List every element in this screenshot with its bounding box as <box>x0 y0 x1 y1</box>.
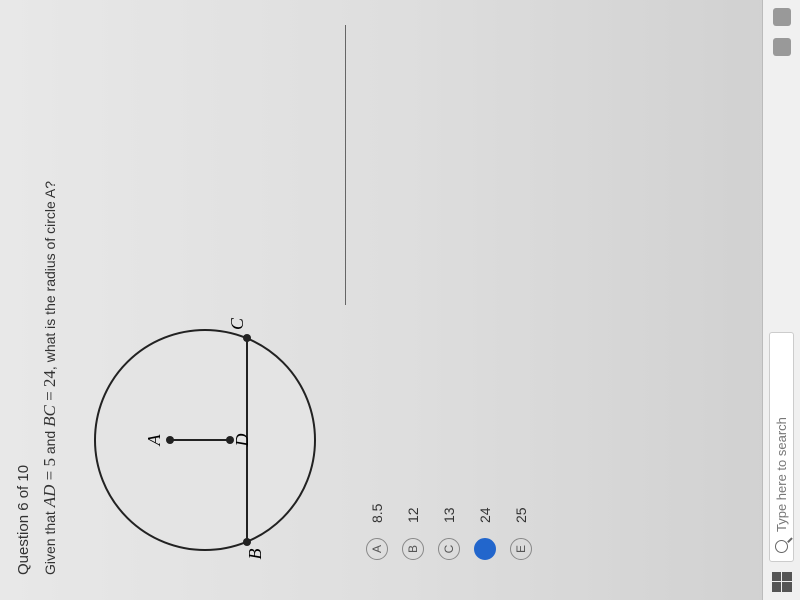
given-prefix: Given that <box>42 507 58 575</box>
answer-text: 13 <box>441 507 457 523</box>
svg-text:B: B <box>245 549 265 560</box>
search-icon <box>775 540 788 553</box>
answer-bubble[interactable]: C <box>438 538 460 560</box>
answer-option-a[interactable]: A 8.5 <box>366 25 388 560</box>
page-content: Question 6 of 10 Given that AD = 5 and B… <box>0 0 800 600</box>
val1: 5 <box>40 458 59 467</box>
question-prompt: Given that AD = 5 and BC = 24, what is t… <box>40 25 60 575</box>
answer-text: 12 <box>405 507 421 523</box>
svg-text:A: A <box>144 434 164 447</box>
var-bc: BC <box>40 405 59 427</box>
diagram-area: A B C D <box>75 25 346 575</box>
tray-icon-2[interactable] <box>773 8 791 26</box>
answer-option-c[interactable]: C 13 <box>438 25 460 560</box>
windows-start-icon[interactable] <box>772 572 792 592</box>
answer-text: 8.5 <box>369 504 385 523</box>
eq1: = <box>40 467 59 485</box>
answer-bubble[interactable]: B <box>402 538 424 560</box>
svg-text:D: D <box>232 434 252 448</box>
answer-text: 24 <box>477 507 493 523</box>
divider-line <box>345 25 346 305</box>
rotated-page: Question 6 of 10 Given that AD = 5 and B… <box>0 0 800 600</box>
val2: 24 <box>40 370 59 387</box>
answer-option-d[interactable]: 24 <box>474 25 496 560</box>
eq2: = <box>40 387 59 405</box>
tray-icon-1[interactable] <box>773 38 791 56</box>
question-header: Question 6 of 10 <box>15 25 32 575</box>
answer-bubble[interactable]: A <box>366 538 388 560</box>
var-ad: AD <box>40 485 59 508</box>
answer-bubble[interactable] <box>474 538 496 560</box>
answer-bubble[interactable]: E <box>510 538 532 560</box>
answer-text: 25 <box>513 507 529 523</box>
system-tray <box>773 8 791 56</box>
windows-taskbar: Type here to search <box>762 0 800 600</box>
answer-list: A 8.5 B 12 C 13 24 E 25 <box>366 25 532 575</box>
taskbar-search[interactable]: Type here to search <box>769 332 794 562</box>
and-text: and <box>42 427 58 458</box>
answer-option-b[interactable]: B 12 <box>402 25 424 560</box>
search-placeholder: Type here to search <box>774 417 789 532</box>
circle-diagram: A B C D <box>75 15 345 575</box>
answer-option-e[interactable]: E 25 <box>510 25 532 560</box>
svg-text:C: C <box>227 317 247 330</box>
given-suffix: , what is the radius of circle A? <box>42 181 58 370</box>
